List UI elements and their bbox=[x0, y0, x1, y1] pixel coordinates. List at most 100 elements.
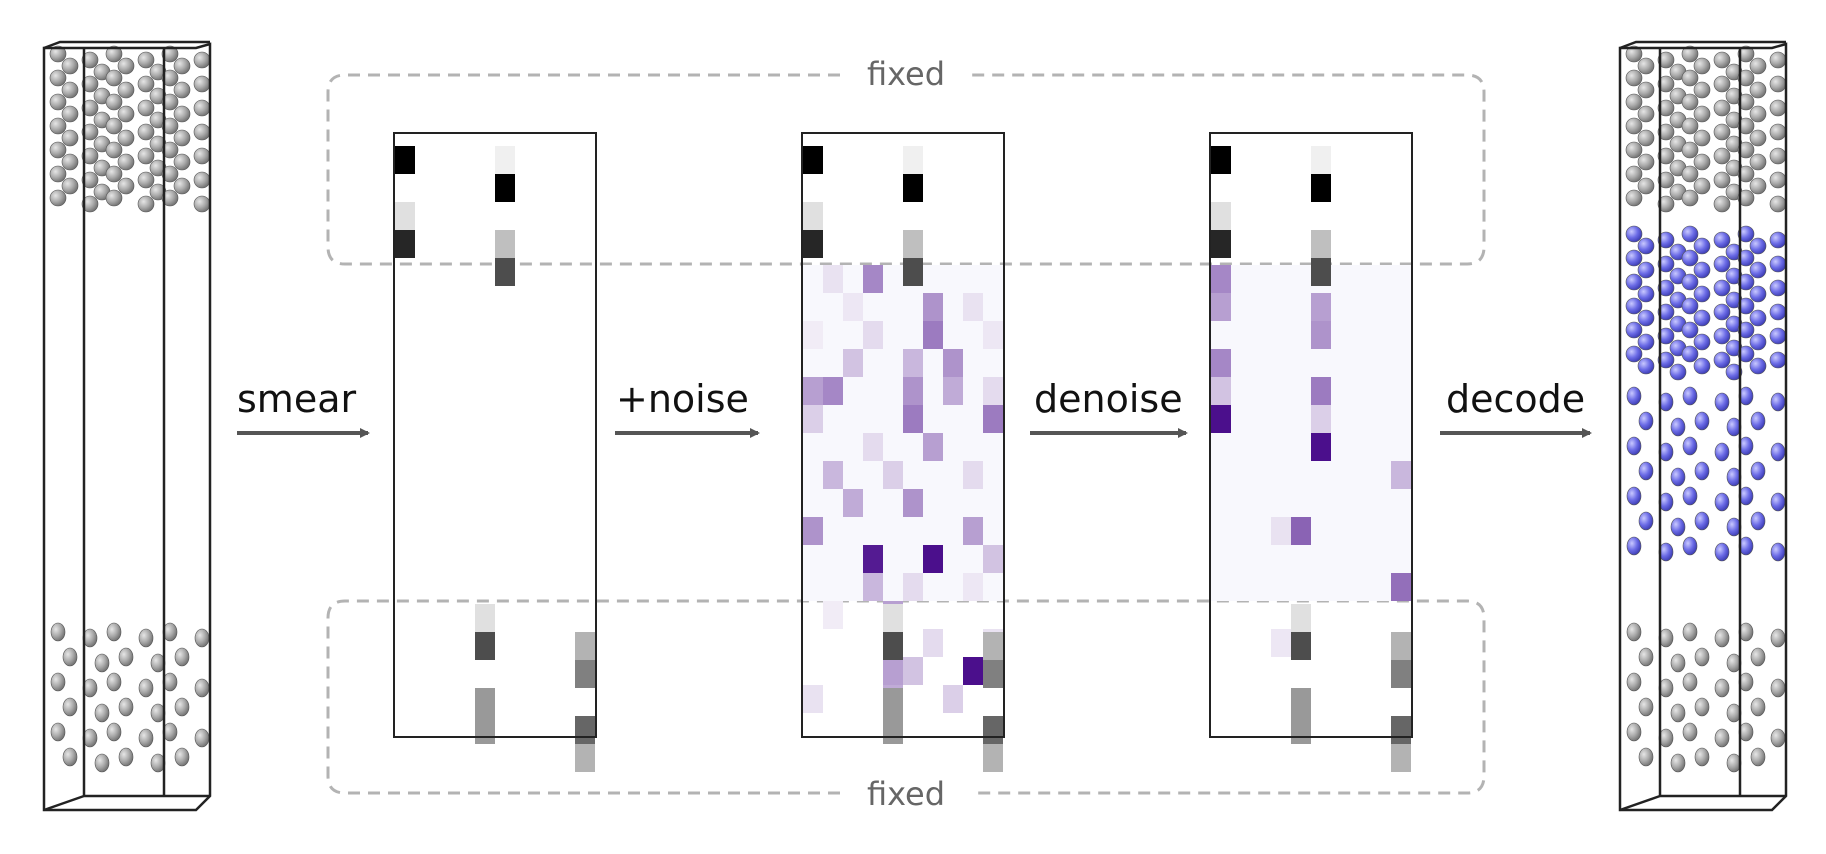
atom bbox=[1670, 703, 1686, 723]
heatmap-cell bbox=[823, 601, 843, 629]
heatmap-cell bbox=[1391, 744, 1411, 772]
atom bbox=[1681, 345, 1699, 363]
heatmap-cell bbox=[1391, 716, 1411, 744]
heatmap-cell bbox=[863, 573, 883, 601]
atom bbox=[1693, 129, 1711, 147]
atom bbox=[49, 165, 67, 183]
heatmap-cell bbox=[983, 632, 1003, 660]
atom bbox=[1626, 386, 1642, 406]
atom bbox=[81, 75, 99, 93]
atom bbox=[49, 117, 67, 135]
atom bbox=[1770, 442, 1786, 462]
atom bbox=[1625, 69, 1643, 87]
heatmap-cell bbox=[1311, 174, 1331, 202]
heatmap-cell bbox=[983, 716, 1003, 744]
atom bbox=[1693, 309, 1711, 327]
atom bbox=[1681, 117, 1699, 135]
atom bbox=[1625, 225, 1643, 243]
atom bbox=[81, 99, 99, 117]
step-decode-label: decode bbox=[1446, 377, 1585, 421]
atom bbox=[1713, 255, 1731, 273]
atom bbox=[1657, 195, 1675, 213]
atom bbox=[173, 81, 191, 99]
atom bbox=[1714, 442, 1730, 462]
atom bbox=[1694, 747, 1710, 767]
atom bbox=[1750, 411, 1766, 431]
atom bbox=[1637, 177, 1655, 195]
atom bbox=[1670, 417, 1686, 437]
atom bbox=[61, 81, 79, 99]
heatmap-cell bbox=[823, 461, 843, 489]
heatmap-cell bbox=[843, 489, 863, 517]
atom bbox=[50, 722, 66, 742]
atom bbox=[138, 678, 154, 698]
atom bbox=[193, 75, 211, 93]
atom bbox=[49, 141, 67, 159]
atom bbox=[81, 51, 99, 69]
atom bbox=[50, 622, 66, 642]
step-noise-label: +noise bbox=[616, 377, 749, 421]
heatmap-cell bbox=[823, 377, 843, 405]
atom bbox=[1657, 171, 1675, 189]
heatmap-cell bbox=[1311, 405, 1331, 433]
atom bbox=[1769, 255, 1787, 273]
atom bbox=[174, 647, 190, 667]
atom bbox=[1737, 165, 1755, 183]
atom bbox=[1626, 622, 1642, 642]
atom bbox=[1769, 171, 1787, 189]
heatmap-cell bbox=[395, 202, 415, 230]
heatmap-cell bbox=[923, 629, 943, 657]
atom bbox=[1693, 285, 1711, 303]
heatmap-cell bbox=[1271, 629, 1291, 657]
heatmap-cell bbox=[575, 716, 595, 744]
atom bbox=[1737, 225, 1755, 243]
heatmap-cell bbox=[903, 657, 923, 685]
atom bbox=[1637, 309, 1655, 327]
heatmap-cell bbox=[903, 489, 923, 517]
atom bbox=[1626, 436, 1642, 456]
heatmap-cell bbox=[495, 258, 515, 286]
atom bbox=[1769, 51, 1787, 69]
atom bbox=[194, 728, 210, 748]
atom bbox=[1713, 195, 1731, 213]
output-structure bbox=[1618, 40, 1788, 812]
step-decode: decode bbox=[1440, 377, 1592, 438]
atom bbox=[1682, 672, 1698, 692]
cell-frame-edges bbox=[1619, 40, 1786, 812]
atom bbox=[1625, 117, 1643, 135]
heatmap-cell bbox=[1211, 405, 1231, 433]
atom bbox=[1625, 249, 1643, 267]
atom bbox=[1693, 357, 1711, 375]
atom bbox=[1737, 321, 1755, 339]
atom bbox=[1657, 147, 1675, 165]
atom bbox=[94, 703, 110, 723]
atom bbox=[1713, 279, 1731, 297]
atom bbox=[1770, 728, 1786, 748]
atom bbox=[1670, 653, 1686, 673]
panel-denoised bbox=[1209, 132, 1413, 772]
atom bbox=[1714, 628, 1730, 648]
heatmap-cell bbox=[1311, 321, 1331, 349]
heatmap-cell bbox=[1211, 349, 1231, 377]
atom bbox=[1637, 261, 1655, 279]
atom bbox=[1713, 351, 1731, 369]
heatmap-cell bbox=[883, 604, 903, 632]
atom bbox=[1770, 392, 1786, 412]
atom bbox=[1657, 255, 1675, 273]
atom bbox=[161, 45, 179, 63]
atom bbox=[1713, 303, 1731, 321]
atom bbox=[1637, 153, 1655, 171]
heatmap-cell bbox=[903, 174, 923, 202]
atom bbox=[1693, 81, 1711, 99]
atom bbox=[173, 153, 191, 171]
heatmap-cell bbox=[843, 349, 863, 377]
atom bbox=[1713, 51, 1731, 69]
atom bbox=[1681, 273, 1699, 291]
atom bbox=[1769, 303, 1787, 321]
heatmap-cell bbox=[803, 517, 823, 545]
heatmap-cell bbox=[1211, 265, 1231, 293]
atom bbox=[161, 141, 179, 159]
atom bbox=[1749, 57, 1767, 75]
heatmap-cell bbox=[983, 545, 1003, 573]
